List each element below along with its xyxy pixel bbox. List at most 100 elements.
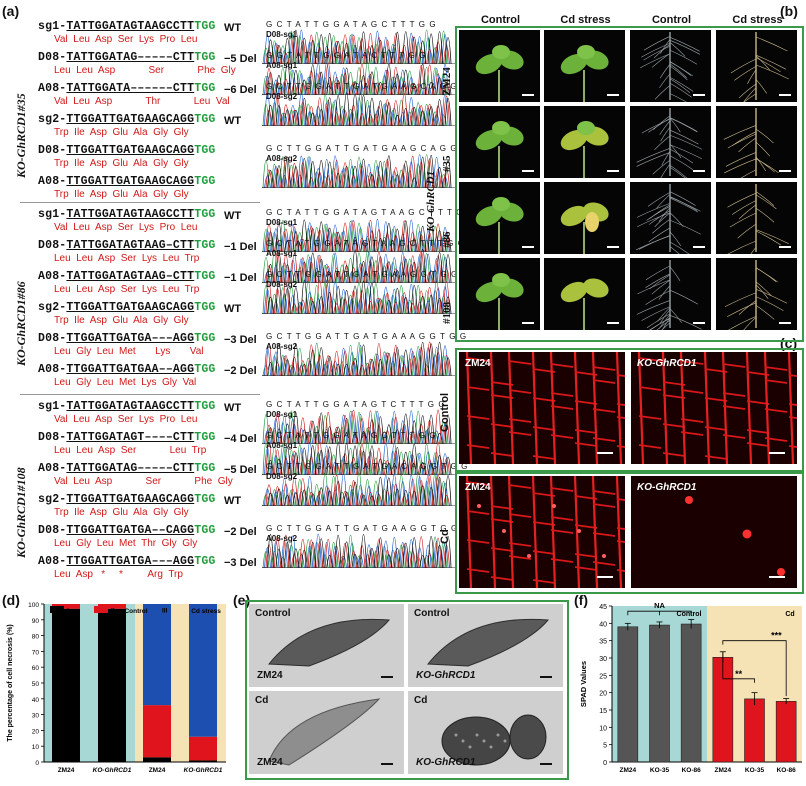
row-label: Cd [439,529,451,544]
scale-bar [607,246,619,248]
sequence-text: A08- [38,82,67,95]
group-label: KO-GhRCD1 [425,170,437,232]
chromatogram-sequence: G C T T G G A T T G A T G A C A G G T G … [266,462,469,471]
x-tick-label: ZM24 [58,767,75,774]
image-label: KO-GhRCD1 [637,358,697,369]
sequence-bases: TTGGATTGATGAA––AGG [66,363,195,376]
panel-a-sequences: KO-GhRCD1#35 sg1-TATTGGATAGTAAGCCTTTGG Val… [0,0,487,590]
pam-sequence: TGG [194,332,216,345]
amino-acids: Leu Asp * * Arg Trp [54,569,183,580]
tem-condition-label: Control [414,608,450,619]
group-label-cd: Cd stress [191,608,221,615]
scale-bar [607,94,619,96]
group-label: KO-GhRCD1#108 [14,467,28,558]
y-tick-label: 20 [32,728,40,735]
scale-bar [769,576,785,578]
scale-bar [769,452,785,454]
mutation-tag: WT [224,22,242,34]
sequence-bases: TTGGATTGATGAAGCAGG [66,144,195,157]
pam-sequence: TGG [194,20,216,33]
microscopy-image: ZM24 [459,352,625,464]
sequence-row: A08-TATTGGATAGTAAG–CTTTGG [38,270,216,283]
y-tick-label: 100 [28,602,39,609]
sequence-row: D08-TTGGATTGATGA––CAGGTGG [38,524,216,537]
row-label: #35 [441,155,453,173]
x-tick-label: KO-GhRCD1 [184,767,223,774]
sequence-bases: TTGGATTGATGA–––AGG [66,555,195,568]
seedling-photo [459,106,540,178]
chromatogram-trace [262,91,456,127]
mutation-tag: WT [224,495,242,507]
y-tick-label: 50 [32,681,40,688]
chromatogram-sequence: G C T A T T G G A T A G T A A G C T T T … [266,208,475,217]
necrosis-chart-svg: 0 10 20 30 40 50 60 70 80 90 100 The percentage of … [7,602,226,774]
seedling-photo [459,258,540,330]
sequence-row: sg2-TTGGATTGATGAAGCAGGTGG [38,493,216,506]
sequence-text: sg2- [38,493,67,506]
amino-acids: Leu Gly Leu Met Thr Gly Gly [54,538,198,549]
bar [744,698,765,763]
chromatogram-sequence: G C T A T T G G A T A G C T T T G G [266,20,437,29]
scale-bar [381,763,393,765]
y-tick-label: 10 [32,744,40,751]
sequence-text: D08- [38,144,67,157]
microscopy-image: ZM24 [459,476,625,588]
sequence-bases: TATTGGATA––––––CTT [66,82,195,95]
chromatogram-sequence: G C T T G G A T T G A T G A A A G G T G … [266,332,468,341]
x-tick-label: KO-35 [650,767,670,774]
chromatogram-id: A08-sg2 [266,154,298,163]
y-tick-label: 70 [32,649,40,656]
mutation-tag: WT [224,115,242,127]
sequence-text: sg1- [38,20,67,33]
seedling-photo [459,182,540,254]
scale-bar [540,676,552,678]
y-axis-label: The percentage of cell necrosis (%) [7,624,14,741]
x-tick-label: ZM24 [620,767,637,774]
amino-acids: Val Leu Asp Ser Lys Pro Leu [54,414,198,425]
sequence-text: D08- [38,431,67,444]
panel-e-tem: Control ZM24 Control KO-GhRCD1 Cd ZM24 Cd KO-Gh… [245,600,570,780]
panel-c-microscopy: Control Cd ZM24 KO-GhRCD1 ZM24 KO-GhRCD1 [439,348,806,594]
x-tick-label: KO-86 [682,767,702,774]
sequence-text: sg1- [38,208,67,221]
chromatogram-id: D08-sg2 [266,92,298,101]
sequence-row: A08-TATTGGATA––––––CTTTGG [38,82,216,95]
tem-image: Control ZM24 [249,604,404,687]
chromatogram-trace [262,409,456,445]
bar-I-3 [189,760,217,762]
chromatogram-id: A08-sg1 [266,61,298,70]
group-label: KO-GhRCD1#35 [14,93,28,178]
tem-condition-label: Cd [414,695,428,706]
amino-acids: Leu Leu Asp Ser Lys Leu Trp [54,253,200,264]
y-tick-label: 20 [599,691,607,698]
tem-image: Cd ZM24 [249,691,404,774]
amino-acids: Val Leu Asp Ser Lys Pro Leu [54,222,198,233]
chromatogram-id: D08-sg1 [266,30,298,39]
tem-condition-label: Control [255,608,291,619]
tem-condition-label: Cd [255,695,269,706]
na-annotation: NA [654,601,665,610]
y-tick-label: 30 [32,713,40,720]
seedling-photo [544,106,625,178]
pam-sequence: TGG [194,144,216,157]
seedling-photo [544,30,625,102]
pam-sequence: TGG [194,493,216,506]
pam-sequence: TGG [194,175,216,188]
legend-swatch [50,606,64,613]
scale-bar [597,452,613,454]
panel-b-frame [455,26,804,342]
legend-label: II [111,608,115,615]
chromatogram-id: D08-sg2 [266,472,298,481]
y-tick-label: 60 [32,665,40,672]
tem-genotype-label: KO-GhRCD1 [416,670,476,681]
mutation-tag: −2 Del [224,526,257,538]
scale-bar [779,322,791,324]
sequence-text: D08- [38,239,67,252]
bar-I-0 [52,608,80,762]
row-label: #108 [441,302,453,324]
root-photo [716,106,797,178]
sequence-bases: TTGGATTGATGAAGCAGG [66,113,195,126]
scale-bar [540,763,552,765]
sequence-text: sg1- [38,400,67,413]
